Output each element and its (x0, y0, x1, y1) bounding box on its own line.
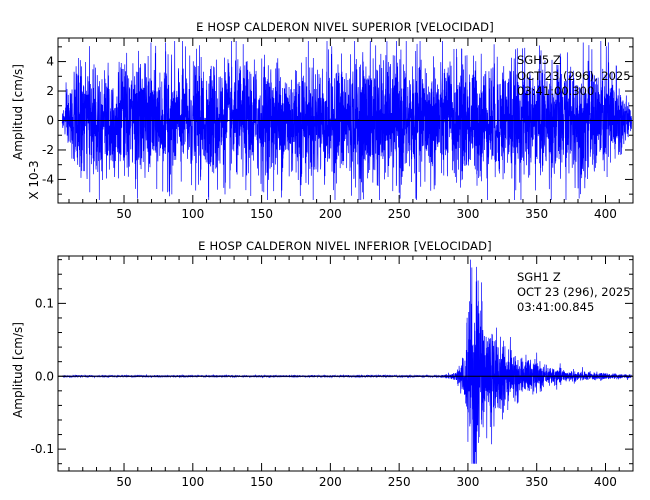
series-trace-top (61, 40, 632, 201)
y-axis-scale-label-top: X 10-3 (27, 160, 41, 199)
time-label-top: 03:41:00.300 (517, 84, 594, 98)
x-tick-label-bottom: 100 (181, 475, 204, 489)
x-tick-label-top: 50 (116, 207, 131, 221)
station-label-top: SGH5 Z (517, 53, 561, 67)
x-tick-label-bottom: 50 (116, 475, 131, 489)
x-tick-label-top: 350 (525, 207, 548, 221)
y-tick-label-top: -4 (42, 172, 54, 186)
y-tick-label-bottom: -0.1 (31, 442, 54, 456)
x-tick-label-bottom: 300 (456, 475, 479, 489)
y-tick-label-top: -2 (42, 143, 54, 157)
plot-frame-top (57, 37, 634, 204)
x-tick-label-top: 250 (388, 207, 411, 221)
y-tick-label-top: 0 (46, 114, 54, 128)
axes-bottom: 50 100 150 200 250 300 350 400 -0.1 0.0 0.1 (31, 256, 634, 489)
date-label-top: OCT 23 (296), 2025 (517, 69, 631, 83)
x-tick-label-bottom: 250 (388, 475, 411, 489)
chart-title-bottom: E HOSP CALDERON NIVEL INFERIOR [VELOCIDA… (198, 239, 492, 253)
station-label-bottom: SGH1 Z (517, 270, 561, 284)
x-tick-label-top: 300 (456, 207, 479, 221)
date-label-bottom: OCT 23 (296), 2025 (517, 285, 631, 299)
x-tick-label-bottom: 350 (525, 475, 548, 489)
plot-frame-bottom (57, 255, 634, 472)
y-axis-label-bottom: Amplitud [cm/s] (11, 322, 25, 418)
x-tick-label-top: 200 (319, 207, 342, 221)
time-label-bottom: 03:41:00.845 (517, 300, 594, 314)
x-tick-label-top: 400 (594, 207, 617, 221)
x-tick-label-top: 150 (250, 207, 273, 221)
x-tick-label-bottom: 400 (594, 475, 617, 489)
chart-title-top: E HOSP CALDERON NIVEL SUPERIOR [VELOCIDA… (196, 20, 494, 34)
axes-top: 50 100 150 200 250 300 350 400 -4 -2 0 2 4 (42, 38, 634, 221)
y-tick-label-bottom: 0.0 (35, 369, 54, 383)
y-axis-label-top: Amplitud [cm/s] (11, 64, 25, 160)
y-tick-label-top: 2 (46, 84, 54, 98)
y-tick-label-top: 4 (46, 55, 54, 69)
x-tick-label-bottom: 150 (250, 475, 273, 489)
x-tick-label-top: 100 (181, 207, 204, 221)
x-tick-label-bottom: 200 (319, 475, 342, 489)
y-tick-label-bottom: 0.1 (35, 296, 54, 310)
waveform-line-top (61, 40, 632, 201)
panel-bottom: E HOSP CALDERON NIVEL INFERIOR [VELOCIDA… (11, 239, 634, 489)
panel-top: E HOSP CALDERON NIVEL SUPERIOR [VELOCIDA… (11, 20, 634, 221)
